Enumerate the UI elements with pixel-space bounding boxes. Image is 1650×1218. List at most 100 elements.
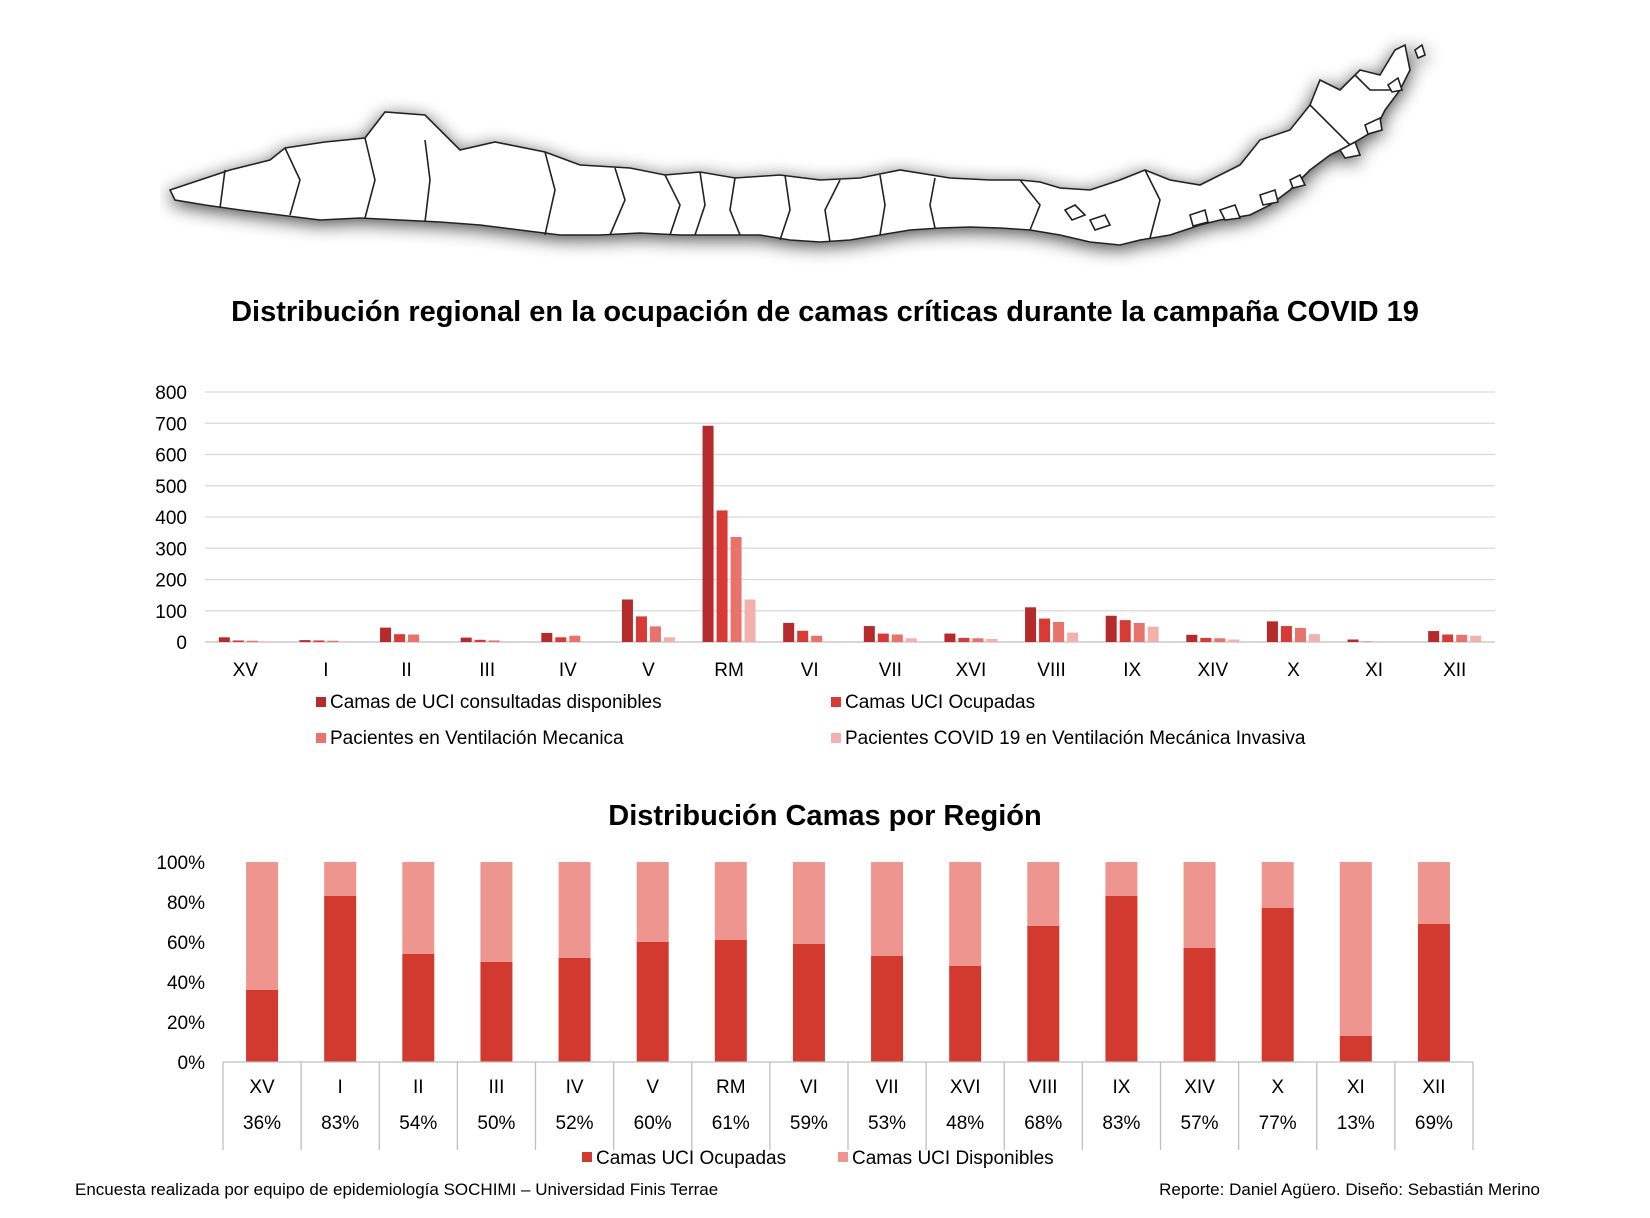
y-tick-label: 800 [155,383,187,404]
bar-IX-s4 [1147,626,1159,642]
bar-VII-s2 [877,633,889,642]
bar-XIV-s4 [1228,639,1240,642]
table-value: 68% [1024,1113,1062,1134]
bar-IX-s2 [1105,862,1138,896]
x-tick-label: VIII [1029,1077,1058,1098]
y-tick-label: 500 [155,477,187,498]
bar-IV-s1 [558,958,591,1062]
bar-V-s2 [636,862,669,942]
y-tick-label: 40% [167,973,205,994]
bar-XIV-s3 [1214,638,1226,642]
legend-swatch [316,697,326,707]
bar-VI-s4 [825,641,837,642]
x-tick-label: XI [1365,660,1383,681]
bar-RM-s2 [716,510,728,642]
bar-IX-s2 [1119,620,1131,642]
bar-XVI-s2 [958,637,970,642]
table-value: 52% [556,1113,594,1134]
bar-II-s2 [402,862,435,954]
bar-XII-s1 [1417,924,1450,1062]
bar-XII-s2 [1417,862,1450,924]
bar-XV-s3 [246,640,258,642]
bar-VII-s1 [863,626,875,642]
bar-RM-s1 [702,425,714,642]
bar-RM-s2 [714,862,747,940]
chart2-legend: Camas UCI Ocupadas Camas UCI Disponibles [582,1148,1054,1169]
bar-I-s3 [327,640,339,642]
bar-V-s1 [636,942,669,1062]
x-tick-label: III [479,660,495,681]
x-tick-label: VI [801,660,819,681]
legend-label: Camas UCI Disponibles [852,1148,1054,1169]
bar-XII-s4 [1470,635,1482,642]
table-value: 54% [399,1113,437,1134]
bar-XV-s2 [246,862,279,990]
bar-XVI-s2 [949,862,982,966]
bar-XI-s2 [1339,862,1372,1036]
legend-label: Camas de UCI consultadas disponibles [330,692,662,713]
bar-VI-s1 [783,622,795,642]
table-value: 48% [946,1113,984,1134]
bar-X-s1 [1261,908,1294,1062]
bar-XI-s1 [1347,639,1359,642]
legend-swatch [316,733,326,743]
chart2-stacked-bar: 0%20%40%60%80%100%XV36%I83%II54%III50%IV… [156,853,1474,1150]
legend-swatch [831,697,841,707]
y-tick-label: 400 [155,508,187,529]
x-tick-label: XIV [1184,1077,1215,1098]
bar-XV-s1 [246,990,279,1062]
legend-swatch [838,1152,848,1162]
x-tick-label: RM [714,660,744,681]
x-tick-label: XII [1443,660,1466,681]
legend-swatch [582,1152,592,1162]
x-tick-label: XV [249,1077,275,1098]
x-tick-label: X [1287,660,1300,681]
x-tick-label: IV [559,660,577,681]
table-value: 83% [321,1113,359,1134]
bar-VII-s4 [905,638,917,642]
bar-X-s1 [1266,621,1278,642]
y-tick-label: 20% [167,1013,205,1034]
bar-I-s1 [324,896,357,1062]
table-value: 69% [1415,1113,1453,1134]
y-tick-label: 0% [178,1053,206,1074]
y-tick-label: 600 [155,446,187,467]
chart1-title: Distribución regional en la ocupación de… [231,296,1419,328]
x-tick-label: XV [233,660,259,681]
bar-XV-s2 [232,640,244,642]
x-tick-label: I [338,1077,343,1098]
bar-X-s2 [1261,862,1294,908]
bar-XII-s1 [1428,631,1440,642]
bar-RM-s3 [730,537,742,642]
legend-label: Pacientes COVID 19 en Ventilación Mecáni… [845,728,1306,749]
x-tick-label: XVI [950,1077,981,1098]
bar-II-s1 [402,954,435,1062]
table-value: 83% [1102,1113,1140,1134]
x-tick-label: II [413,1077,424,1098]
y-tick-label: 60% [167,933,205,954]
bar-III-s1 [480,962,513,1062]
bar-I-s2 [313,640,325,642]
table-value: 77% [1259,1113,1297,1134]
bar-VI-s3 [811,635,823,642]
bar-X-s2 [1280,626,1292,642]
bar-IV-s1 [541,632,553,642]
bar-IV-s2 [558,862,591,958]
footer-credits: Reporte: Daniel Agüero. Diseño: Sebastiá… [1159,1180,1540,1199]
x-tick-label: XIV [1198,660,1229,681]
bar-XII-s2 [1442,634,1454,642]
bar-III-s2 [474,639,486,642]
bar-VI-s2 [792,862,825,944]
table-value: 57% [1181,1113,1219,1134]
legend-label: Pacientes en Ventilación Mecanica [330,728,624,749]
bar-RM-s1 [714,940,747,1062]
bar-III-s3 [488,640,500,642]
bar-XI-s1 [1339,1036,1372,1062]
x-tick-label: IX [1112,1077,1130,1098]
legend-label: Camas UCI Ocupadas [596,1148,786,1169]
bar-VI-s1 [792,944,825,1062]
bar-V-s1 [621,599,633,642]
bar-IX-s1 [1105,896,1138,1062]
bar-II-s1 [380,627,392,642]
x-tick-label: VIII [1037,660,1066,681]
